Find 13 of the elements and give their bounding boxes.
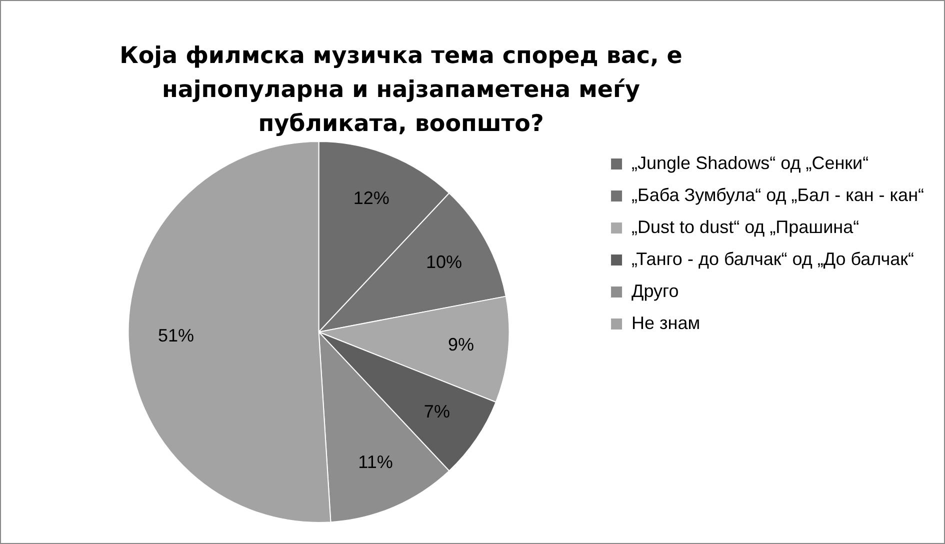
legend-label: Друго [632,280,679,301]
data-label: 7% [424,401,450,422]
data-label: 11% [358,452,393,472]
legend-label: „Jungle Shadows“ од „Сенки“ [632,152,869,173]
chart-title: Која филмска музичка тема според вас, е најпопуларна и најзапаметена меѓу публиката, воопшто? [118,42,684,139]
legend-label: „Танго - до балчак“ од „До балчак“ [632,248,914,269]
data-label: 12% [353,188,390,208]
legend-label: „Баба Зумбула“ од „Бал - кан - кан“ [632,184,924,205]
data-label: 9% [448,334,474,354]
data-label: 51% [158,325,194,346]
data-label: 10% [426,252,462,272]
legend-label: „Dust to dust“ од „Прашина“ [632,216,860,237]
legend-label: Не знам [632,312,700,333]
